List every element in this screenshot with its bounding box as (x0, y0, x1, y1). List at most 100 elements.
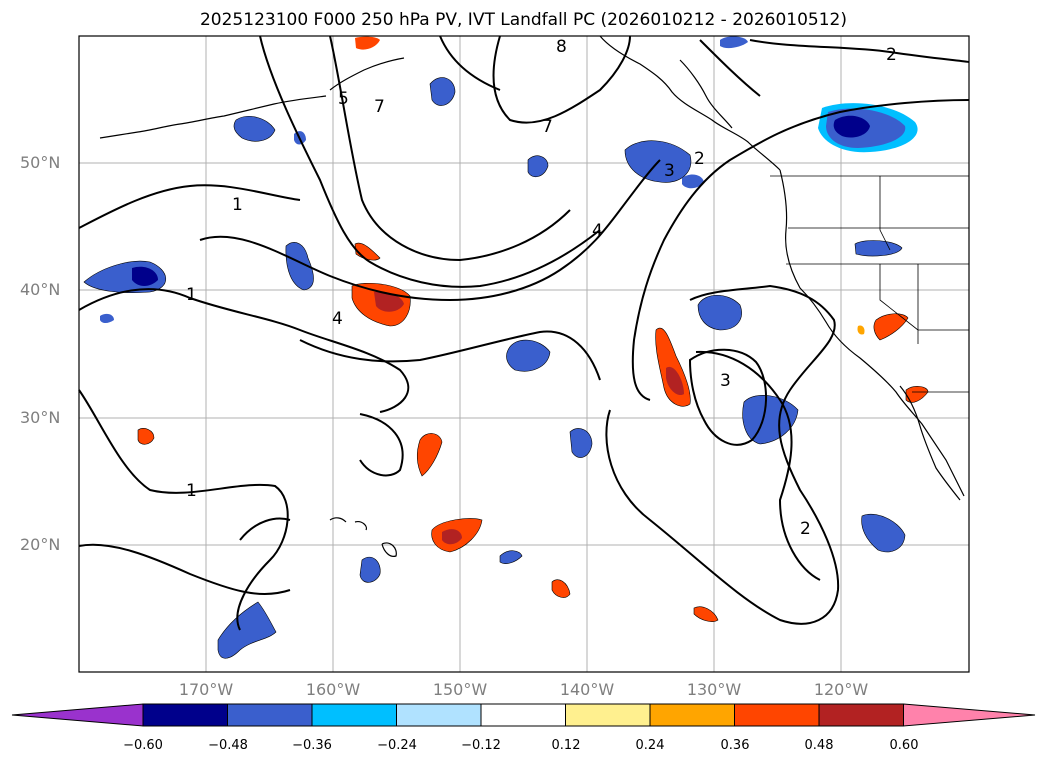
blob-39n-130w (697, 294, 742, 331)
colorbar-tick-label: −0.36 (292, 738, 332, 753)
aleutians (99, 95, 327, 139)
contour-label-group: 1 1 1 2 2 2 3 3 4 4 5 7 7 8 (186, 37, 897, 539)
colorbar-tick-label: 0.60 (889, 738, 919, 753)
colorbar-segment (649, 703, 735, 727)
contour-label: 2 (800, 519, 811, 539)
blob-33n-133w-core (666, 366, 684, 396)
blob-28n-140w (569, 428, 593, 458)
contour-ridge-north2 (439, 35, 501, 91)
colorbar-segment (227, 703, 313, 727)
blob-west-40n-core (132, 266, 158, 286)
contour-label: 5 (338, 89, 349, 109)
blob-21n-117w (861, 514, 906, 553)
colorbar-tick-label: −0.24 (377, 738, 417, 753)
contour-label: 7 (542, 117, 553, 137)
lon-label-150w: 150°W (432, 680, 488, 699)
contour-1-south (78, 389, 289, 631)
contour-label: 2 (886, 45, 897, 65)
blob-39n-156w-core (374, 291, 404, 312)
blob-14n-132w (693, 606, 719, 622)
colorbar-segment (734, 703, 820, 727)
contour-2-trough (605, 284, 840, 625)
contour-label: 3 (720, 371, 731, 391)
colorbar-extend-min (11, 703, 144, 727)
lat-label-20n: 20°N (20, 535, 61, 554)
contour-label: 4 (592, 221, 603, 241)
blob-58n-156w (355, 36, 380, 50)
contour-label: 7 (374, 97, 385, 117)
colorbar-segment (311, 703, 397, 727)
blob-18n-158w (359, 556, 381, 583)
blob-53n-165w (233, 116, 276, 142)
contour-5-jet (259, 35, 601, 288)
pv-contours (78, 35, 970, 631)
coastlines (99, 35, 965, 557)
contour-4-jet (199, 159, 661, 302)
nv-az-border (917, 264, 969, 331)
blob-14n-166w (217, 601, 277, 659)
contour-ridge-north (492, 35, 631, 124)
lon-label-140w: 140°W (559, 680, 615, 699)
ca-nv-border (879, 264, 919, 344)
blob-37n-178w (100, 313, 114, 323)
hawaii-islands (329, 517, 397, 557)
us-west-coast (779, 169, 965, 497)
contour-2-jet (631, 99, 970, 401)
colorbar-tick-label: 0.12 (551, 738, 581, 753)
blob-35n-145w (506, 339, 551, 372)
contour-loop-sw (359, 413, 404, 477)
blob-58n-134w (720, 36, 748, 49)
contour-1-north (78, 184, 301, 229)
blob-43n-118w (854, 240, 903, 257)
blob-36n-119w (857, 325, 865, 335)
blob-ne-pacific (818, 103, 918, 153)
blob-42n-161w (285, 242, 314, 291)
contour-label: 2 (694, 149, 705, 169)
negative-anomaly-fills (83, 36, 918, 659)
colorbar-segment (818, 703, 904, 727)
colorbar-tick-label: −0.48 (208, 738, 248, 753)
contour-label: 4 (332, 309, 343, 329)
lon-label-120w: 120°W (813, 680, 869, 699)
colorbar-tick-label: −0.60 (123, 738, 163, 753)
contour-1-sw-trough (239, 517, 291, 541)
blob-21n-150w-core (442, 529, 462, 545)
baja-coast (899, 385, 961, 501)
lat-label-30n: 30°N (20, 408, 61, 427)
state-borders (770, 175, 969, 393)
contour-label: 1 (186, 285, 197, 305)
blob-37n-116w (873, 313, 909, 341)
contour-label: 8 (556, 37, 567, 57)
contour-1-mid (78, 288, 410, 413)
blob-29n-175w (137, 428, 155, 445)
colorbar-segment (142, 703, 228, 727)
positive-anomaly-fills (137, 36, 929, 622)
lon-label-160w: 160°W (305, 680, 361, 699)
colorbar-tick-label: −0.12 (461, 738, 501, 753)
bc-coast (679, 59, 733, 129)
contour-2-east (749, 39, 970, 63)
contour-lower-jet (299, 330, 601, 381)
contour-3-loop (688, 348, 767, 446)
colorbar-segment (480, 703, 566, 727)
map-title: 2025123100 F000 250 hPa PV, IVT Landfall… (199, 10, 847, 30)
blob-48n-128w (682, 174, 704, 189)
lon-label-130w: 130°W (686, 680, 742, 699)
colorbar-segment (396, 703, 482, 727)
blob-20n-145w (499, 550, 523, 564)
colorbar-tick-label: 0.36 (720, 738, 750, 753)
colorbar (11, 703, 1036, 727)
contour-ne-bend (699, 39, 761, 97)
lat-label-40n: 40°N (20, 280, 61, 299)
blob-56n-152w (429, 77, 456, 106)
colorbar-tick-label: 0.48 (804, 738, 834, 753)
map-frame (78, 35, 970, 673)
alaska-coast (599, 35, 781, 171)
contour-label: 3 (664, 161, 675, 181)
colorbar-extend-max (903, 703, 1036, 727)
contour-7-jet (329, 35, 571, 262)
colorbar-tick-label: 0.24 (635, 738, 665, 753)
colorbar-segment (565, 703, 651, 727)
contour-label: 1 (186, 481, 197, 501)
